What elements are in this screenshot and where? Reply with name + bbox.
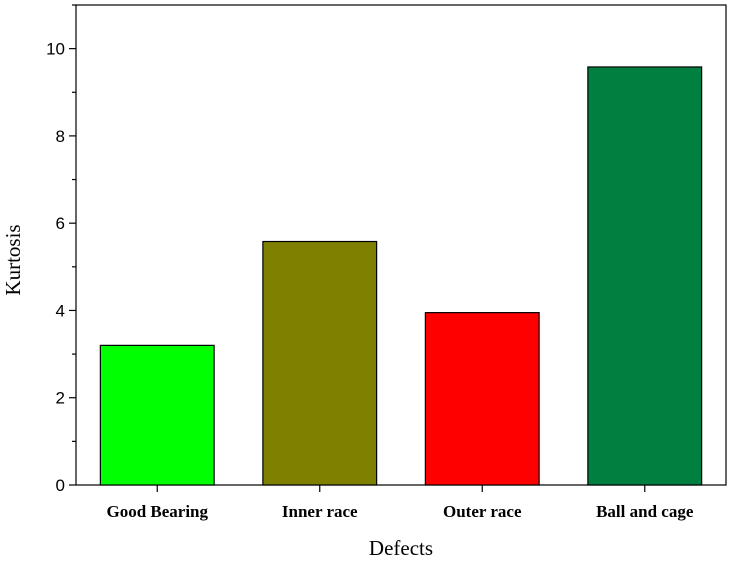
bar-outer-race (424, 312, 540, 486)
y-tick-label: 6 (56, 214, 65, 233)
bar-good-bearing (99, 344, 215, 486)
y-tick-label: 8 (56, 127, 65, 146)
y-tick-label: 0 (56, 476, 65, 495)
y-tick-label: 2 (56, 389, 65, 408)
y-axis-title: Kurtosis (1, 224, 25, 295)
x-category-label: Ball and cage (596, 502, 694, 521)
bar-ball-and-cage (587, 66, 703, 486)
y-axis-ticks: 0 2 4 6 8 10 (46, 4, 76, 495)
y-tick-label: 4 (56, 301, 65, 320)
x-category-label: Outer race (443, 502, 522, 521)
x-axis-title: Defects (369, 536, 433, 560)
plot-frame (75, 4, 727, 486)
bars (99, 66, 703, 486)
x-axis-categories: Good Bearing Inner race Outer race Ball and… (106, 485, 694, 521)
x-category-label: Inner race (282, 502, 358, 521)
bar-inner-race (262, 240, 378, 486)
x-category-label: Good Bearing (106, 502, 208, 521)
y-tick-label: 10 (46, 40, 65, 59)
